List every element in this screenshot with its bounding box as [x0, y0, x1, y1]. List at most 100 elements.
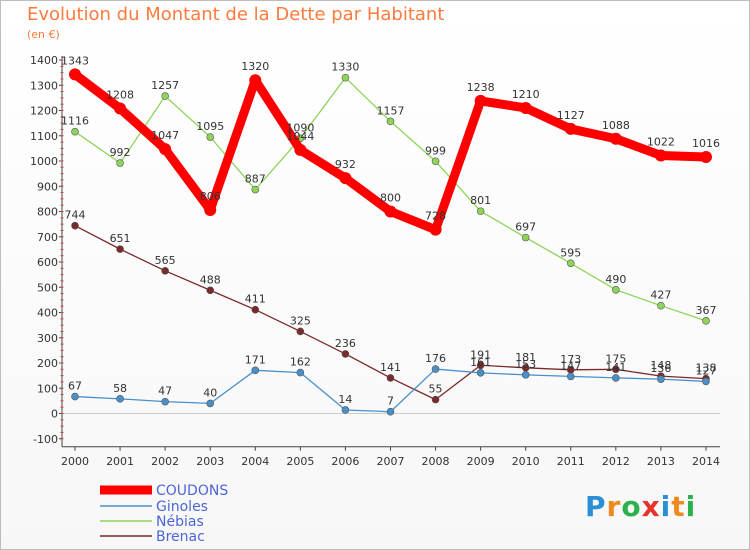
data-label: 697 — [515, 221, 536, 234]
data-label: 1320 — [241, 60, 269, 73]
x-tick-label: 2001 — [106, 455, 134, 468]
data-label: 181 — [515, 351, 536, 364]
data-label: 800 — [380, 192, 401, 205]
data-label: 728 — [425, 210, 446, 223]
x-tick-label: 2012 — [602, 455, 630, 468]
y-tick-label: -100 — [33, 433, 58, 446]
data-label: 191 — [470, 348, 491, 361]
y-tick-label: 1100 — [30, 130, 58, 143]
data-point — [161, 397, 169, 406]
y-tick-label: 1200 — [30, 105, 58, 118]
data-point — [116, 395, 124, 403]
data-label: 932 — [335, 158, 356, 171]
logo-letter: o — [621, 490, 642, 523]
legend-label: Ginoles — [156, 499, 208, 515]
y-tick-label: 500 — [37, 281, 58, 294]
data-point — [431, 365, 440, 373]
data-point — [657, 375, 665, 383]
data-point — [609, 132, 622, 145]
proxiti-logo: Proxiti — [585, 490, 696, 523]
x-tick-label: 2005 — [286, 455, 314, 468]
data-label: 176 — [425, 352, 446, 365]
data-label: 565 — [155, 254, 176, 267]
data-point — [657, 301, 665, 310]
data-label: 236 — [335, 337, 356, 350]
data-point — [431, 395, 440, 404]
x-tick-label: 2002 — [151, 455, 179, 468]
data-point — [476, 361, 485, 370]
data-point — [206, 286, 215, 295]
data-point — [386, 407, 395, 416]
series-lines — [69, 68, 712, 416]
data-label: 1044 — [286, 130, 314, 143]
legend-label: COUDONS — [156, 483, 228, 499]
data-label: 1090 — [286, 121, 314, 134]
data-label: 744 — [65, 209, 86, 222]
data-label: 595 — [560, 246, 581, 259]
x-tick-label: 2006 — [331, 455, 359, 468]
legend-label: Nébias — [156, 514, 204, 530]
data-point — [71, 127, 79, 136]
data-point — [384, 205, 397, 218]
y-tick-label: 700 — [37, 231, 58, 244]
data-point — [386, 117, 395, 126]
data-point — [341, 350, 350, 358]
data-label: 806 — [200, 190, 221, 203]
x-tick-label: 2010 — [512, 455, 540, 468]
data-point — [341, 73, 350, 82]
data-label: 162 — [290, 356, 311, 369]
data-label: 1238 — [467, 81, 495, 94]
data-label: 138 — [695, 362, 716, 375]
data-label: 127 — [695, 364, 716, 377]
data-label: 173 — [560, 353, 581, 366]
data-point — [71, 392, 79, 401]
data-point — [161, 267, 169, 275]
data-label: 1047 — [151, 129, 179, 142]
x-tick-label: 2009 — [467, 455, 495, 468]
data-point — [566, 259, 575, 268]
logo-letter: x — [641, 490, 661, 523]
data-label: 171 — [245, 353, 266, 366]
y-tick-label: 1400 — [30, 54, 58, 67]
y-tick-label: 100 — [37, 382, 58, 395]
data-point — [296, 327, 305, 336]
y-tick-label: 1300 — [30, 79, 58, 92]
logo-letter: i — [685, 490, 697, 523]
data-label: 1022 — [647, 135, 675, 148]
data-point — [296, 368, 305, 377]
x-tick-label: 2004 — [241, 455, 269, 468]
data-point — [612, 365, 620, 374]
data-point — [339, 172, 352, 185]
data-label: 325 — [290, 314, 311, 327]
data-point — [476, 369, 485, 377]
data-label: 7 — [387, 395, 394, 408]
data-point — [341, 406, 350, 414]
y-tick-label: 600 — [37, 256, 58, 269]
data-label: 488 — [200, 273, 221, 286]
y-tick-label: 400 — [37, 307, 58, 320]
data-label: 14 — [338, 393, 352, 406]
data-label: 47 — [158, 385, 172, 398]
data-label: 1343 — [61, 54, 89, 67]
data-point — [474, 94, 487, 107]
data-point — [519, 101, 532, 114]
data-point — [206, 399, 215, 408]
data-label: 67 — [68, 380, 82, 393]
data-label: 651 — [110, 232, 131, 245]
data-label: 175 — [605, 352, 626, 365]
data-label: 490 — [605, 273, 626, 286]
data-point — [564, 122, 577, 135]
data-point — [431, 157, 440, 166]
data-point — [114, 102, 127, 115]
data-point — [702, 317, 710, 325]
data-point — [386, 374, 395, 382]
data-point — [429, 223, 442, 236]
x-tick-label: 2000 — [61, 455, 89, 468]
data-point — [476, 207, 485, 216]
data-point — [159, 143, 172, 156]
data-label: 1330 — [331, 61, 359, 74]
data-point — [249, 74, 262, 87]
